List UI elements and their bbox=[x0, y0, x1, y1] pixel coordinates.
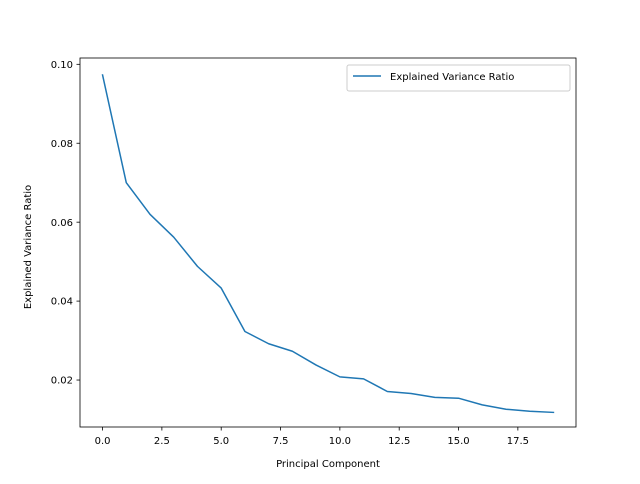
y-axis-label: Explained Variance Ratio bbox=[23, 185, 34, 309]
y-tick-label: 0.10 bbox=[51, 60, 73, 71]
x-tick-label: 10.0 bbox=[329, 436, 351, 447]
x-tick-label: 2.5 bbox=[154, 436, 170, 447]
x-tick-label: 7.5 bbox=[273, 436, 289, 447]
y-tick-label: 0.02 bbox=[51, 376, 73, 387]
series-line-0 bbox=[101, 74, 555, 414]
x-tick-label: 15.0 bbox=[447, 436, 469, 447]
x-axis-label: Principal Component bbox=[276, 459, 380, 470]
legend-box bbox=[346, 64, 571, 92]
x-tick-label: 12.5 bbox=[388, 436, 410, 447]
x-tick-label: 0.0 bbox=[95, 436, 111, 447]
y-axis: 0.02 0.04 0.06 0.08 0.10 bbox=[51, 60, 80, 387]
y-tick-label: 0.04 bbox=[51, 297, 73, 308]
y-tick-label: 0.08 bbox=[51, 139, 73, 150]
legend: Explained Variance Ratio bbox=[346, 64, 571, 92]
legend-entry-label: Explained Variance Ratio bbox=[390, 72, 514, 83]
x-axis: 0.0 2.5 5.0 7.5 10.0 12.5 15.0 17.5 bbox=[95, 427, 529, 447]
plot-frame bbox=[79, 57, 577, 428]
plot-area bbox=[79, 57, 577, 428]
x-tick-label: 17.5 bbox=[507, 436, 529, 447]
y-tick-label: 0.06 bbox=[51, 218, 73, 229]
x-tick-label: 5.0 bbox=[213, 436, 229, 447]
